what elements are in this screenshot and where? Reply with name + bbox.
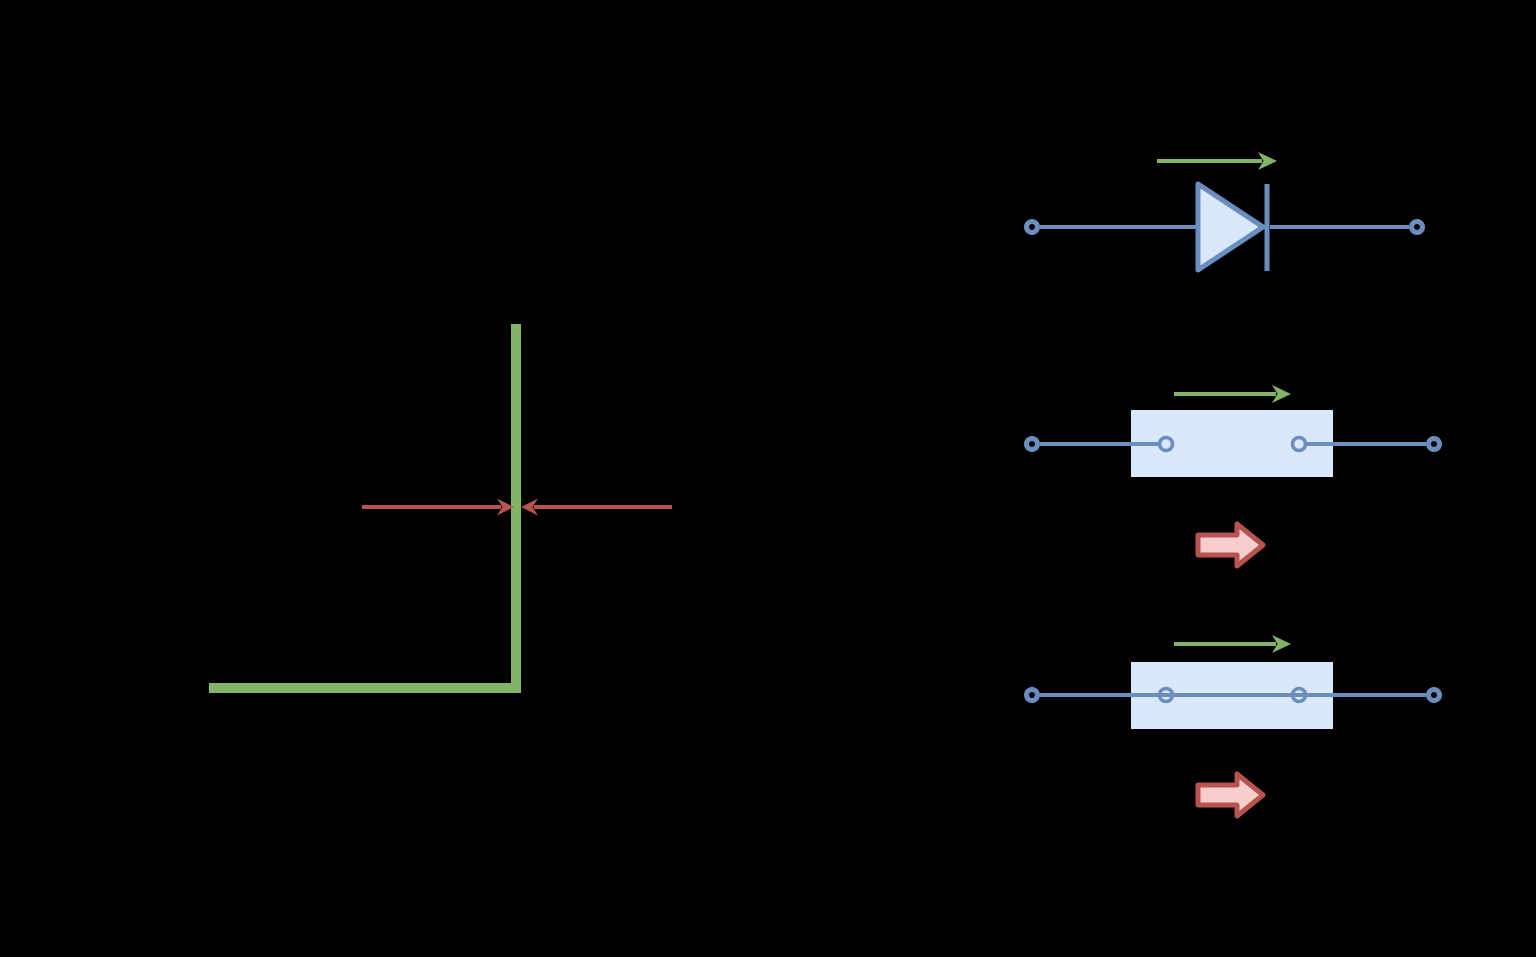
right-red-arrowhead-icon xyxy=(521,498,538,516)
current-direction-arrow xyxy=(1157,152,1277,170)
terminal-node-icon xyxy=(1024,219,1040,235)
iv-curve-plot xyxy=(209,324,672,693)
diode-triangle-icon xyxy=(1195,181,1266,273)
zero-voltage-annotation xyxy=(362,498,672,516)
terminal-node-icon xyxy=(1426,687,1442,703)
current-direction-arrow xyxy=(1174,385,1291,403)
green-arrowhead-icon xyxy=(1272,635,1291,653)
circuit-open-switch xyxy=(1024,385,1442,569)
green-arrowhead-icon xyxy=(1272,385,1291,403)
terminal-node-icon xyxy=(1024,436,1040,452)
ideal-diode-iv-curve xyxy=(209,324,521,693)
circuit-ideal-diode xyxy=(1024,152,1425,273)
state-block-arrow-icon xyxy=(1195,771,1266,819)
circuit-closed-switch xyxy=(1024,635,1442,819)
terminal-node-icon xyxy=(1409,219,1425,235)
green-arrowhead-icon xyxy=(1258,152,1277,170)
switch-node-icon xyxy=(1157,686,1175,704)
switch-node-icon xyxy=(1157,435,1175,453)
state-block-arrow-icon xyxy=(1195,521,1266,569)
terminal-node-icon xyxy=(1426,436,1442,452)
current-direction-arrow xyxy=(1174,635,1291,653)
left-red-arrowhead-icon xyxy=(497,498,514,516)
terminal-node-icon xyxy=(1024,687,1040,703)
switch-node-icon xyxy=(1290,686,1308,704)
switch-box xyxy=(1131,410,1333,477)
